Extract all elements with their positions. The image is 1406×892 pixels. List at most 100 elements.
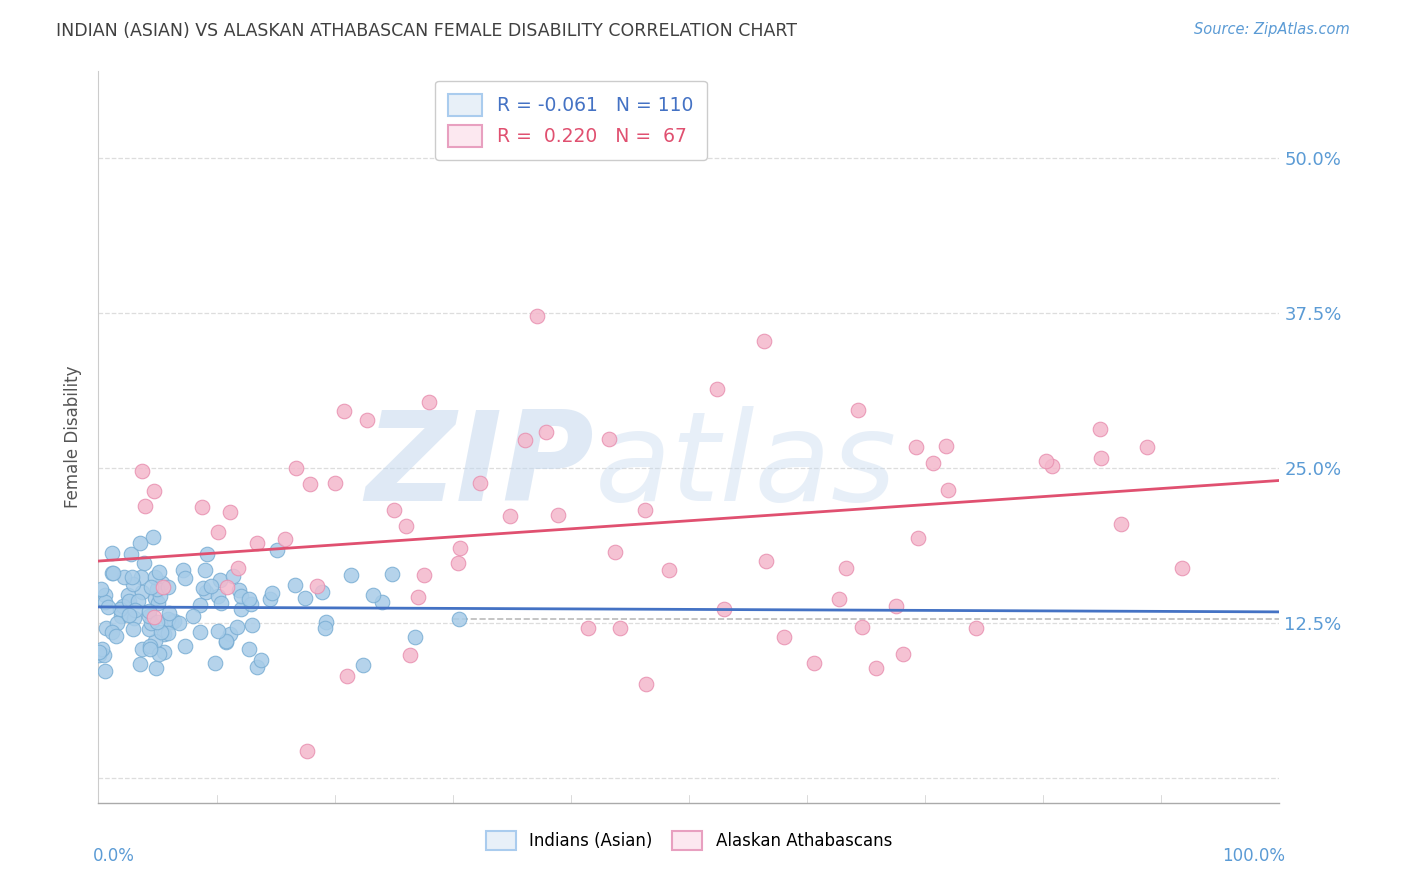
Point: [835, 561, 858, 575]
Point: [295, 744, 318, 758]
Point: [143, 591, 166, 605]
Point: [935, 439, 957, 453]
Point: [139, 639, 162, 653]
Point: [658, 563, 681, 577]
Point: [323, 475, 346, 490]
Point: [101, 546, 124, 560]
Point: [162, 614, 184, 628]
Point: [229, 589, 252, 603]
Point: [138, 622, 160, 636]
Point: [117, 588, 139, 602]
Point: [228, 583, 250, 598]
Point: [828, 591, 851, 606]
Point: [231, 602, 253, 616]
Point: [143, 570, 166, 584]
Point: [284, 578, 307, 592]
Point: [534, 425, 557, 440]
Point: [598, 432, 620, 446]
Text: Source: ZipAtlas.com: Source: ZipAtlas.com: [1194, 22, 1350, 37]
Point: [217, 580, 239, 594]
Point: [395, 519, 418, 533]
Point: [578, 621, 600, 635]
Point: [240, 618, 263, 632]
Point: [142, 483, 165, 498]
Point: [94, 621, 117, 635]
Point: [191, 500, 214, 515]
Point: [211, 596, 233, 610]
Point: [905, 440, 928, 454]
Point: [124, 603, 146, 617]
Point: [846, 402, 869, 417]
Point: [1109, 516, 1132, 531]
Point: [103, 566, 125, 581]
Point: [215, 635, 238, 649]
Point: [470, 475, 492, 490]
Point: [352, 658, 374, 673]
Point: [273, 532, 295, 546]
Point: [207, 624, 229, 638]
Point: [145, 661, 167, 675]
Point: [921, 456, 943, 470]
Point: [148, 565, 170, 579]
Point: [174, 571, 197, 585]
Point: [315, 615, 337, 629]
Point: [104, 629, 127, 643]
Text: 100.0%: 100.0%: [1222, 847, 1285, 864]
Point: [191, 581, 214, 595]
Text: atlas: atlas: [595, 406, 897, 527]
Point: [1136, 440, 1159, 454]
Point: [118, 593, 141, 607]
Point: [609, 621, 631, 635]
Point: [250, 653, 273, 667]
Point: [884, 599, 907, 613]
Point: [314, 621, 336, 635]
Point: [200, 579, 222, 593]
Point: [965, 621, 987, 635]
Point: [87, 644, 110, 658]
Point: [150, 576, 173, 591]
Point: [340, 568, 363, 582]
Point: [336, 669, 359, 683]
Point: [605, 544, 627, 558]
Point: [105, 616, 128, 631]
Point: [153, 645, 176, 659]
Point: [361, 588, 384, 602]
Point: [298, 476, 321, 491]
Point: [129, 536, 152, 550]
Point: [120, 547, 142, 561]
Point: [382, 503, 405, 517]
Point: [112, 599, 135, 614]
Point: [131, 641, 153, 656]
Point: [447, 556, 470, 570]
Point: [851, 620, 873, 634]
Point: [266, 543, 288, 558]
Point: [208, 574, 231, 588]
Point: [174, 639, 197, 653]
Point: [447, 612, 470, 626]
Point: [148, 647, 170, 661]
Point: [294, 591, 316, 606]
Point: [118, 608, 141, 623]
Point: [754, 334, 776, 349]
Point: [90, 582, 112, 597]
Point: [311, 585, 333, 599]
Point: [110, 609, 132, 624]
Point: [188, 598, 211, 612]
Point: [146, 582, 169, 596]
Point: [157, 606, 180, 620]
Point: [755, 553, 778, 567]
Point: [142, 610, 165, 624]
Point: [259, 591, 281, 606]
Point: [145, 615, 167, 629]
Point: [333, 404, 356, 418]
Point: [139, 641, 162, 656]
Point: [131, 570, 153, 584]
Point: [1035, 454, 1057, 468]
Point: [87, 648, 110, 662]
Point: [194, 585, 217, 599]
Point: [706, 382, 728, 396]
Point: [636, 677, 658, 691]
Point: [547, 508, 569, 523]
Point: [157, 580, 180, 594]
Point: [865, 661, 887, 675]
